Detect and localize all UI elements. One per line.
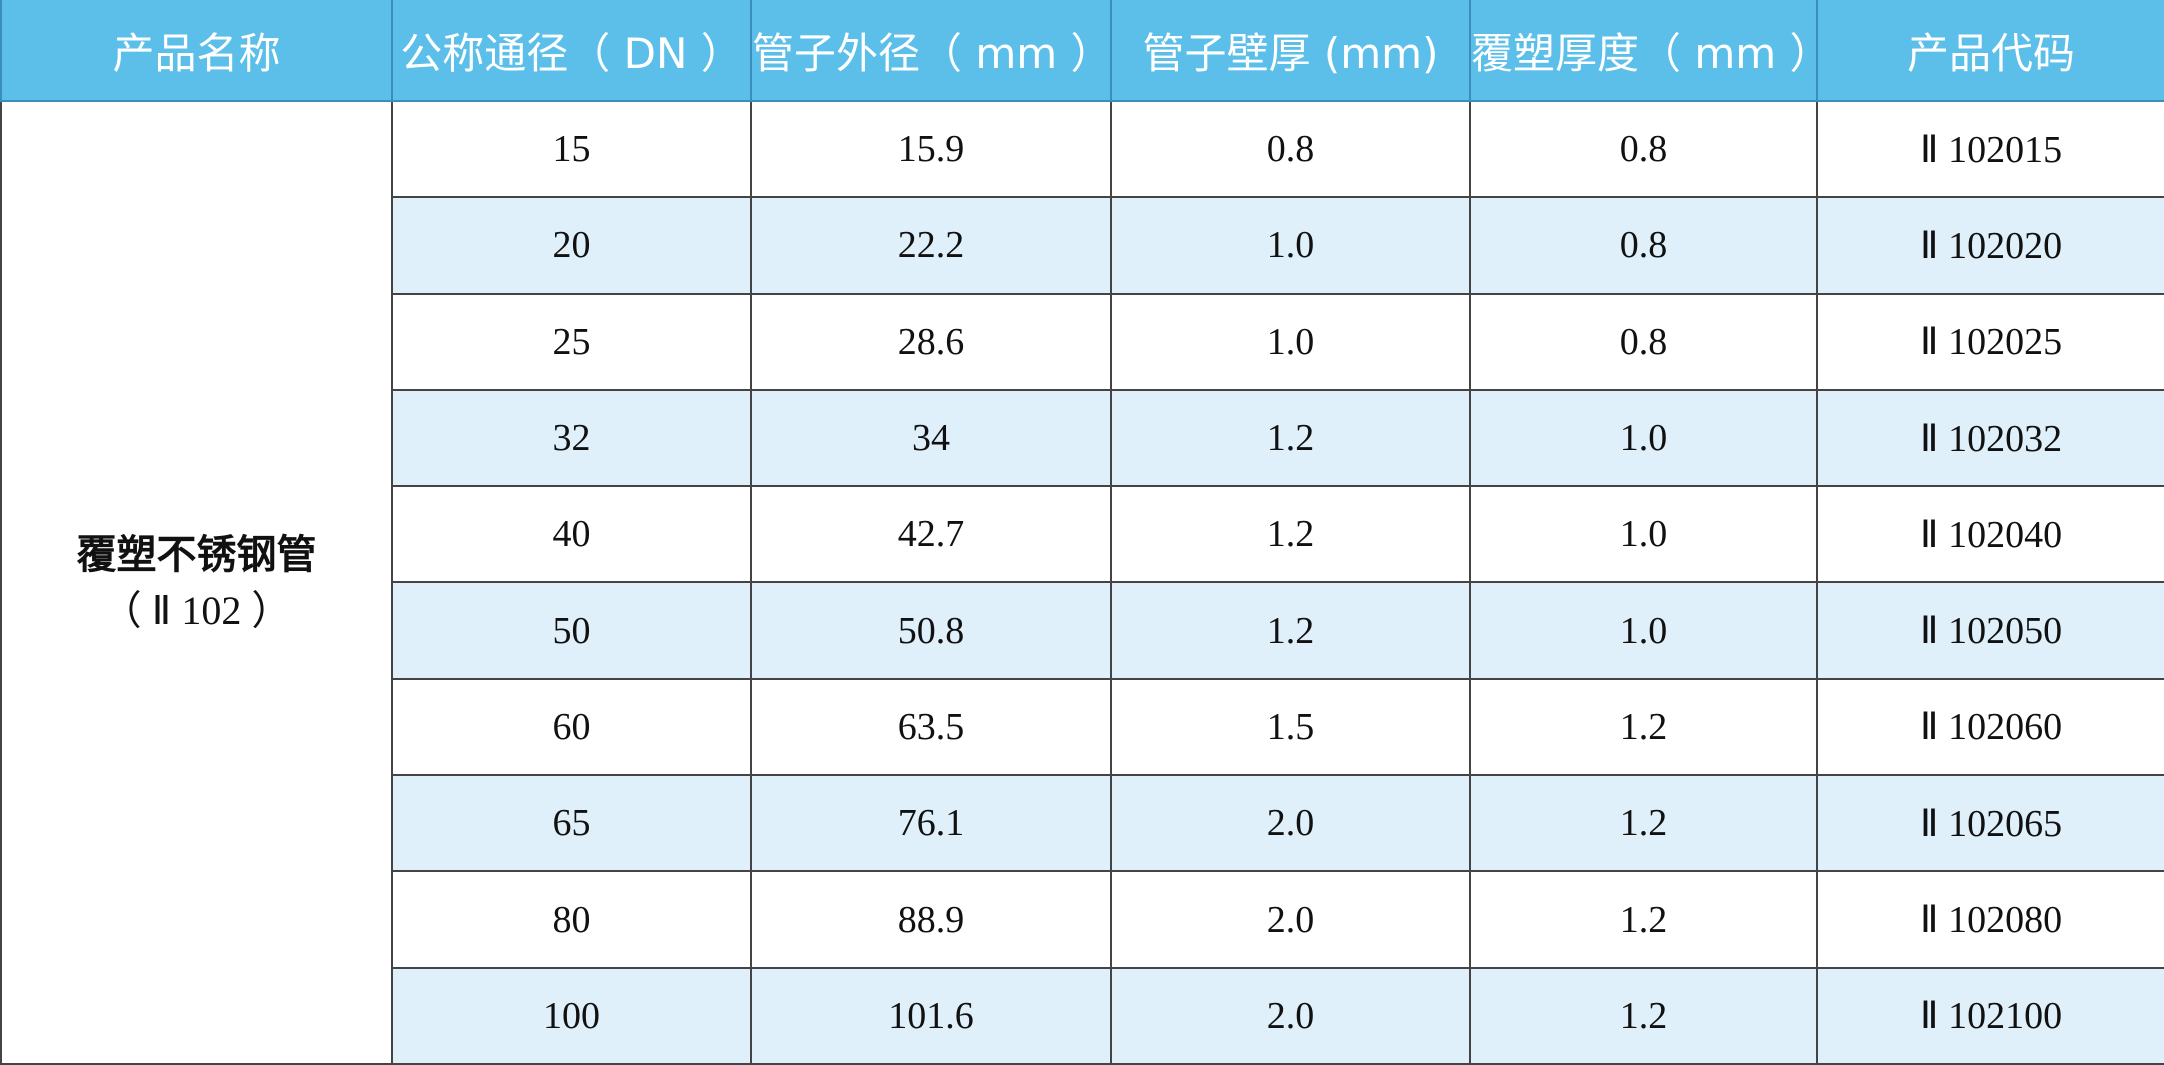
table-cell: 25: [391, 292, 752, 391]
header-cell: 公称通径（ DN ）: [391, 0, 752, 102]
table-cell: 1.2: [1110, 581, 1471, 680]
header-cell: 产品代码: [1816, 0, 2164, 102]
table-cell: 42.7: [750, 485, 1112, 584]
table-cell: 1.2: [1469, 870, 1818, 969]
table-cell: Ⅱ 102050: [1816, 581, 2164, 680]
table-cell: 1.2: [1110, 485, 1471, 584]
table-cell: 76.1: [750, 774, 1112, 873]
table-cell: 1.2: [1110, 388, 1471, 488]
table-cell: 2.0: [1110, 870, 1471, 969]
table-cell: 0.8: [1469, 99, 1818, 199]
header-cell: 产品名称: [0, 0, 393, 102]
table-cell: Ⅱ 102015: [1816, 99, 2164, 199]
table-cell: 40: [391, 485, 752, 584]
table-cell: 1.2: [1469, 774, 1818, 873]
table-cell: 20: [391, 196, 752, 295]
table-cell: Ⅱ 102080: [1816, 870, 2164, 969]
table-cell: Ⅱ 102032: [1816, 388, 2164, 488]
table-cell: 28.6: [750, 292, 1112, 391]
table-cell: 15: [391, 99, 752, 199]
table-cell: 34: [750, 388, 1112, 488]
table-cell: 80: [391, 870, 752, 969]
table-cell: 15.9: [750, 99, 1112, 199]
table-cell: 65: [391, 774, 752, 873]
table-cell: 0.8: [1110, 99, 1471, 199]
product-name: 覆塑不锈钢管: [76, 531, 317, 578]
table-cell: 88.9: [750, 870, 1112, 969]
table-cell: 1.5: [1110, 677, 1471, 777]
table-row: 32 34 1.2 1.0 Ⅱ 102032: [1, 388, 2164, 488]
table-cell: 1.0: [1469, 485, 1818, 584]
table-cell: 2.0: [1110, 774, 1471, 873]
table-cell: 1.0: [1110, 196, 1471, 295]
table-cell: 1.2: [1469, 966, 1818, 1065]
table-cell: Ⅱ 102025: [1816, 292, 2164, 391]
table-body: 覆塑不锈钢管（ Ⅱ 102 ） 15 15.9 0.8 0.8 Ⅱ 102015 20 22.…: [0, 99, 2164, 1065]
table-cell: 0.8: [1469, 292, 1818, 391]
table-row: 覆塑不锈钢管（ Ⅱ 102 ） 15 15.9 0.8 0.8 Ⅱ 102015: [0, 99, 2164, 1065]
header-row: 产品名称 公称通径（ DN ）管子外径（ mm ）管子壁厚 (mm) 覆塑厚度（ m…: [0, 0, 2164, 102]
table-cell: 32: [391, 388, 752, 488]
product-code: （ Ⅱ 102 ）: [101, 587, 292, 633]
table-cell: Ⅱ 102060: [1816, 677, 2164, 777]
table-cell: 101.6: [750, 966, 1112, 1065]
table-row: 40 42.7 1.2 1.0 Ⅱ 102040: [1, 485, 2164, 584]
table-cell: Ⅱ 102020: [1816, 196, 2164, 295]
table-cell: 22.2: [750, 196, 1112, 295]
table-cell: 0.8: [1469, 196, 1818, 295]
table-cell: 1.0: [1469, 581, 1818, 680]
table-cell: 1.0: [1469, 388, 1818, 488]
table-row: 65 76.1 2.0 1.2 Ⅱ 102065: [1, 774, 2164, 873]
table-cell: 2.0: [1110, 966, 1471, 1065]
table-row: 60 63.5 1.5 1.2 Ⅱ 102060: [1, 677, 2164, 777]
table-cell: 50: [391, 581, 752, 680]
table-cell: Ⅱ 102100: [1816, 966, 2164, 1065]
table-cell: 1.0: [1110, 292, 1471, 391]
table-cell: 1.2: [1469, 677, 1818, 777]
product-cell: 覆塑不锈钢管 （ Ⅱ 102 ）: [0, 100, 393, 1065]
table-row: 25 28.6 1.0 0.8 Ⅱ 102025: [1, 292, 2164, 391]
header-cell: 覆塑厚度（ mm ）: [1469, 0, 1832, 102]
header-cell: 管子壁厚 (mm): [1110, 0, 1471, 102]
table-row: 80 88.9 2.0 1.2 Ⅱ 102080: [1, 870, 2164, 969]
table-cell: 63.5: [750, 677, 1112, 777]
table-cell: Ⅱ 102040: [1816, 485, 2164, 584]
table-row: 50 50.8 1.2 1.0 Ⅱ 102050: [1, 581, 2164, 680]
table-row: 100 101.6 2.0 1.2 Ⅱ 102100: [1, 966, 2164, 1065]
table-row: 20 22.2 1.0 0.8 Ⅱ 102020: [1, 196, 2164, 295]
table-cell: Ⅱ 102065: [1816, 774, 2164, 873]
table-cell: 50.8: [750, 581, 1112, 680]
header-cell: 管子外径（ mm ）: [750, 0, 1113, 102]
table-cell: 60: [391, 677, 752, 777]
table-cell: 100: [391, 966, 752, 1065]
